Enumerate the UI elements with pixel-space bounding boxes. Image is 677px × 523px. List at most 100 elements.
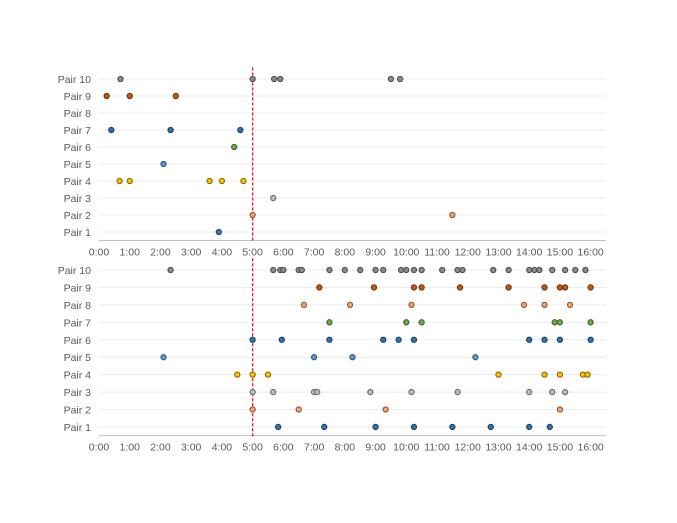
data-point-pair-4: [218, 177, 226, 185]
data-point-pair-10: [505, 266, 512, 274]
data-point-pair-4: [240, 177, 247, 185]
data-point-pair-3: [270, 194, 277, 202]
data-point-pair-6: [249, 336, 256, 343]
x-tick-label: 7:00: [304, 442, 325, 454]
data-point-pair-3: [454, 388, 461, 396]
data-point-pair-7: [326, 319, 333, 326]
x-tick-label: 1:00: [120, 247, 141, 259]
x-tick-label: 15:00: [547, 442, 573, 454]
y-tick-label: Pair 9: [64, 91, 92, 103]
data-point-pair-1: [546, 423, 553, 431]
data-point-pair-10: [397, 266, 405, 274]
data-point-pair-7: [587, 319, 594, 326]
data-point-pair-2: [556, 406, 564, 413]
data-point-pair-4: [206, 177, 213, 185]
x-tick-label: 14:00: [516, 442, 542, 454]
x-tick-label: 14:00: [516, 247, 542, 259]
data-point-pair-8: [520, 301, 528, 309]
x-tick-label: 16:00: [577, 442, 603, 454]
x-tick-label: 0:00: [89, 442, 110, 454]
data-point-pair-2: [449, 211, 456, 219]
data-point-pair-9: [561, 284, 569, 291]
data-point-pair-3: [408, 388, 415, 396]
x-tick-label: 2:00: [150, 442, 171, 454]
data-point-pair-6: [231, 143, 238, 151]
data-point-pair-1: [526, 423, 533, 431]
data-point-pair-7: [403, 319, 410, 326]
data-point-pair-10: [277, 75, 284, 83]
y-tick-label: Pair 8: [64, 108, 92, 120]
data-point-pair-9: [541, 284, 548, 291]
data-point-pair-10: [326, 266, 333, 274]
x-tick-label: 5:00: [242, 442, 263, 454]
data-point-pair-4: [584, 371, 591, 378]
y-tick-label: Pair 4: [64, 370, 92, 382]
x-tick-label: 9:00: [365, 247, 386, 259]
data-point-pair-10: [410, 266, 418, 274]
data-point-pair-3: [249, 388, 256, 396]
data-point-pair-1: [487, 423, 494, 431]
x-tick-label: 11:00: [424, 442, 450, 454]
data-point-pair-5: [472, 354, 479, 361]
data-point-pair-10: [439, 266, 446, 274]
data-point-pair-6: [556, 336, 564, 343]
y-tick-label: Pair 3: [64, 193, 92, 205]
data-point-pair-3: [270, 388, 277, 396]
data-point-pair-1: [274, 423, 282, 431]
data-point-pair-5: [160, 354, 167, 361]
data-point-pair-3: [314, 388, 321, 396]
data-point-pair-5: [349, 354, 356, 361]
x-tick-label: 6:00: [273, 247, 294, 259]
data-point-pair-9: [370, 284, 378, 291]
data-point-pair-10: [572, 266, 579, 274]
data-point-pair-10: [117, 75, 124, 83]
data-point-pair-9: [103, 92, 110, 100]
x-tick-label: 3:00: [181, 247, 202, 259]
data-point-pair-10: [561, 266, 569, 274]
data-point-pair-6: [526, 336, 533, 343]
data-point-pair-4: [249, 371, 256, 378]
y-tick-label: Pair 10: [58, 74, 91, 86]
x-tick-label: 12:00: [455, 247, 481, 259]
y-tick-label: Pair 10: [58, 265, 91, 277]
y-tick-label: Pair 9: [64, 282, 92, 294]
data-point-pair-8: [408, 301, 415, 309]
data-point-pair-2: [249, 211, 256, 219]
x-tick-label: 7:00: [304, 247, 325, 259]
data-point-pair-4: [541, 371, 548, 378]
data-point-pair-1: [321, 423, 328, 431]
data-point-pair-8: [541, 301, 548, 309]
data-point-pair-7: [556, 319, 564, 326]
data-point-pair-10: [270, 75, 278, 83]
x-tick-label: 5:00: [242, 247, 263, 259]
y-tick-label: Pair 7: [64, 125, 92, 137]
data-point-pair-10: [536, 266, 543, 274]
y-tick-label: Pair 6: [64, 335, 92, 347]
x-tick-label: 2:00: [150, 247, 171, 259]
x-tick-label: 16:00: [577, 247, 603, 259]
data-point-pair-4: [116, 177, 123, 185]
data-point-pair-9: [587, 284, 594, 291]
x-tick-label: 6:00: [273, 442, 294, 454]
data-point-pair-10: [582, 266, 589, 274]
data-point-pair-2: [295, 406, 302, 413]
data-point-pair-7: [237, 126, 244, 134]
x-tick-label: 13:00: [485, 247, 511, 259]
data-point-pair-10: [459, 266, 466, 274]
y-tick-label: Pair 2: [64, 405, 92, 417]
data-point-pair-3: [549, 388, 556, 396]
x-tick-label: 4:00: [212, 442, 233, 454]
data-point-pair-10: [387, 75, 395, 83]
data-point-pair-10: [341, 266, 348, 274]
data-point-pair-1: [372, 423, 379, 431]
y-tick-label: Pair 1: [64, 422, 92, 434]
data-point-pair-10: [490, 266, 497, 274]
data-point-pair-4: [234, 371, 241, 378]
x-tick-label: 1:00: [120, 442, 141, 454]
data-point-pair-1: [449, 423, 456, 431]
y-tick-label: Pair 6: [64, 142, 92, 154]
data-point-pair-10: [396, 75, 404, 83]
data-point-pair-10: [372, 266, 379, 274]
data-point-pair-4: [556, 371, 564, 378]
